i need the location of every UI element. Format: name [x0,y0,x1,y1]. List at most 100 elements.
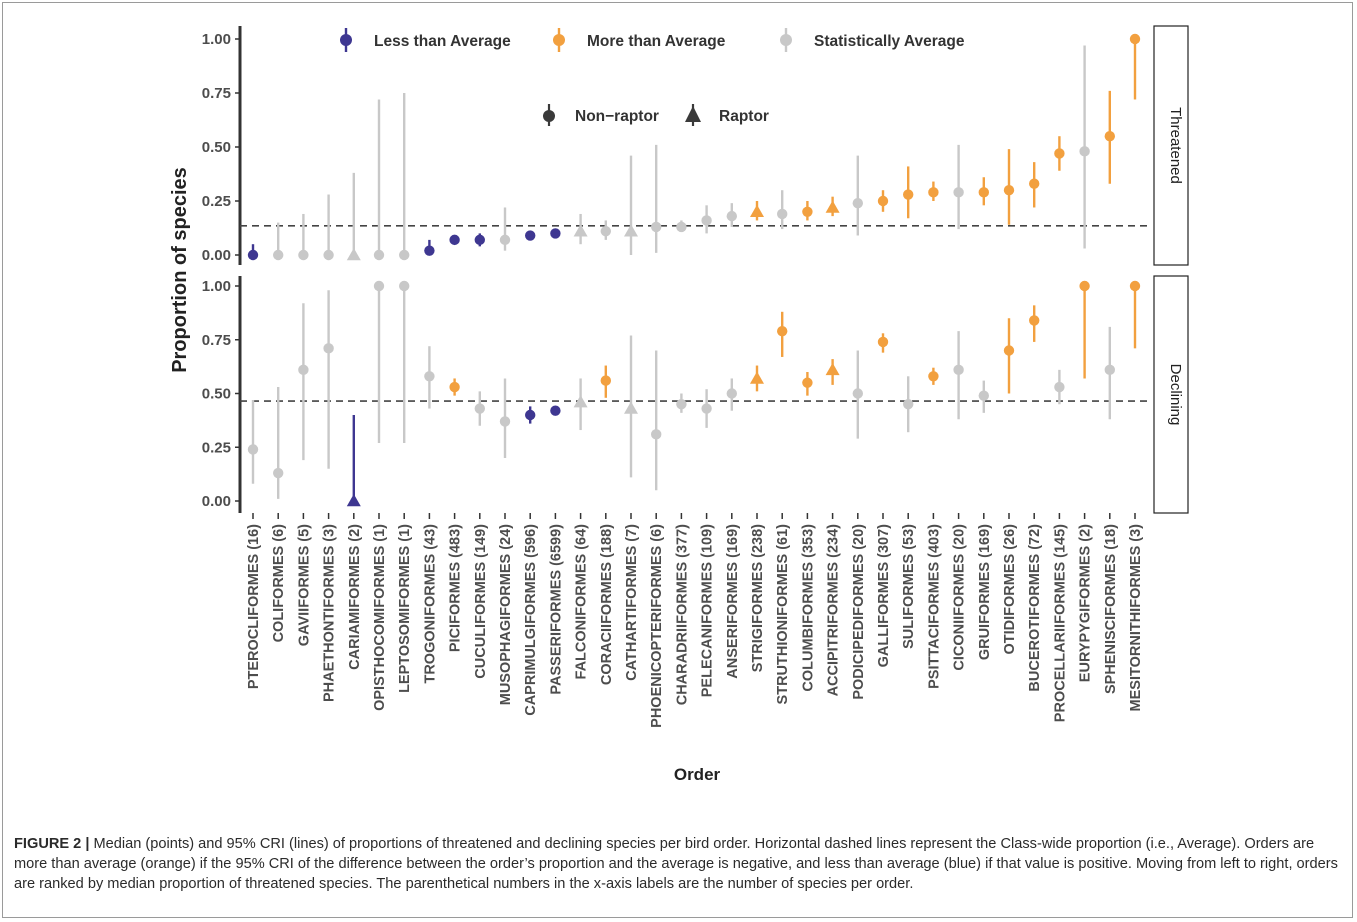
data-point [726,388,737,399]
data-point [777,325,788,337]
y-tick-label: 0.25 [202,193,231,210]
figure-caption: FIGURE 2 | Median (points) and 95% CRI (… [14,834,1340,894]
caption-text: Median (points) and 95% CRI (lines) of p… [14,836,1338,892]
data-point [978,390,989,401]
x-tick-label: CATHARTIFORMES (7) [624,524,640,681]
data-point [1054,148,1065,159]
data-point [449,234,460,246]
x-tick-label: BUCEROTIFORMES (72) [1027,524,1043,692]
data-point [399,280,410,292]
y-tick-label: 0.75 [202,332,231,349]
data-point-raptor [573,395,588,408]
y-tick-label: 0.50 [202,386,231,403]
data-point [953,187,964,198]
x-tick-label: OTIDIFORMES (26) [1002,524,1018,655]
data-point [247,249,259,261]
facet-label: Declining [1167,364,1184,426]
data-point [676,221,687,233]
x-tick-label: TROGONIFORMES (43) [422,524,438,684]
x-tick-label: PICIFORMES (483) [448,524,464,652]
data-point [877,336,889,348]
y-tick-label: 0.75 [202,85,231,102]
y-tick-label: 0.50 [202,139,231,156]
x-tick-label: PTEROCLIFORMES (16) [246,524,262,689]
y-tick-label: 1.00 [202,278,231,295]
data-point [1104,364,1116,376]
data-point [373,249,385,261]
data-point [424,245,435,256]
y-tick-label: 0.00 [202,247,231,264]
x-tick-label: PHOENICOPTERIFORMES (6) [649,524,665,728]
legend-label: Less than Average [374,33,511,50]
x-tick-label: MESITORNITHIFORMES (3) [1128,524,1144,712]
legend-key-point [780,34,792,46]
x-tick-label: ANSERIFORMES (169) [725,524,741,679]
x-tick-label: OPISTHOCOMIFORMES (1) [372,524,388,711]
data-point [651,429,662,440]
x-tick-label: ACCIPITRIFORMES (234) [826,524,842,697]
data-point [651,221,662,233]
x-tick-label: PASSERIFORMES (6599) [548,524,564,695]
data-point [953,364,964,376]
data-point [499,416,511,427]
legend-label: Non−raptor [575,108,659,125]
y-axis-label: Proportion of species [169,167,191,373]
data-point [1129,280,1141,292]
x-axis-label: Order [674,765,721,784]
x-tick-label: CUCULIFORMES (149) [473,524,489,679]
data-point [373,280,385,292]
data-point [852,388,863,399]
x-tick-label: CAPRIMULGIFORMES (596) [523,524,539,716]
x-tick-label: LEPTOSOMIFORMES (1) [397,524,413,693]
data-point [1003,185,1015,196]
x-tick-label: GAVIIFORMES (5) [296,524,312,646]
panel-threatened: 0.00 0.25 0.50 0.75 1.00 Threatened [202,25,1189,266]
data-point [474,234,485,246]
x-tick-label: STRUTHIONIFORMES (61) [775,524,791,705]
data-point [247,444,259,455]
data-point [1029,315,1040,326]
x-tick-label: SULIFORMES (53) [901,524,917,649]
data-point [676,399,687,410]
data-point [1129,33,1141,45]
x-tick-label: PHAETHONTIFORMES (3) [322,524,338,702]
legend-key-triangle [685,106,701,122]
legend-label: Raptor [719,108,769,125]
data-point-raptor [825,200,840,213]
x-tick-label: STRIGIFORMES (238) [750,524,766,672]
y-tick-label: 1.00 [202,31,231,48]
x-tick-label: SPHENISCIFORMES (18) [1103,524,1119,694]
data-point [1079,280,1090,292]
x-tick-label: PELECANIFORMES (109) [700,524,716,697]
x-tick-label: FALCONIFORMES (64) [574,524,590,680]
data-point [298,364,309,376]
data-point [298,249,309,261]
x-tick-label: CHARADRIIFORMES (377) [674,524,690,705]
data-point [323,249,334,261]
data-point [802,206,813,217]
data-point [399,249,410,261]
facet-strip [1153,275,1189,514]
data-point [701,215,712,226]
data-point [499,234,511,246]
data-point [928,187,939,198]
data-point-raptor [346,248,361,261]
panel-declining: 0.00 0.25 0.50 0.75 1.00 Declining [202,275,1189,514]
data-point [1079,146,1090,157]
x-tick-label: PROCELLARIIFORMES (145) [1052,524,1068,722]
legend-key-point [543,110,555,122]
data-point [852,197,863,209]
data-point [474,403,485,414]
data-point [600,375,611,386]
legend-key-point [553,34,565,46]
x-tick-label: CARIAMIFORMES (2) [347,524,363,670]
data-point [273,249,284,261]
caption-label: FIGURE 2 | [14,836,90,852]
data-point [1054,381,1065,393]
legend-key-point [340,34,352,46]
data-point [273,467,284,479]
data-point [877,195,889,207]
facet-strip [1153,25,1189,266]
data-point [600,226,611,237]
